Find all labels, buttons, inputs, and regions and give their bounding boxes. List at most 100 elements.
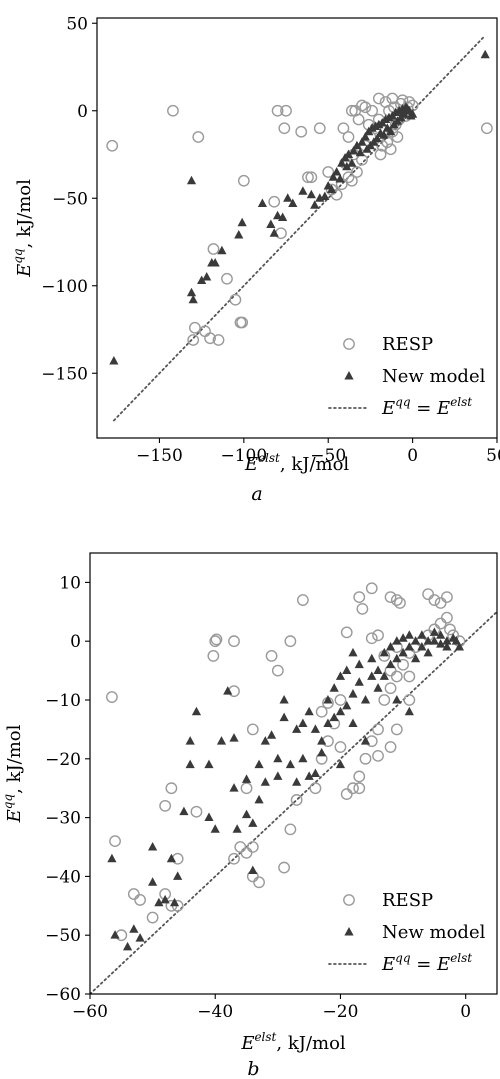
new-model-point [342, 161, 352, 171]
new-model-point [454, 642, 465, 651]
resp-point [330, 188, 343, 201]
new-model-point [310, 724, 321, 733]
resp-point [268, 195, 281, 208]
new-model-point [304, 706, 314, 716]
new-model-point [406, 110, 416, 120]
resp-point [444, 623, 456, 636]
resp-point [246, 723, 259, 736]
new-model-point [278, 212, 288, 221]
new-model-point [179, 806, 189, 816]
resp-point [106, 691, 118, 703]
resp-point [190, 805, 203, 818]
new-model-point [442, 642, 452, 651]
new-model-point [248, 818, 258, 827]
plot-frame [96, 17, 498, 439]
resp-point [302, 171, 314, 184]
new-model-point [328, 172, 338, 181]
new-model-point [254, 794, 264, 804]
new-model-point [360, 131, 370, 141]
resp-point [192, 131, 205, 143]
new-model-point [210, 824, 220, 833]
resp-point [356, 602, 369, 615]
new-model-point [241, 809, 252, 819]
new-model-point [451, 636, 461, 645]
resp-point [347, 782, 359, 795]
new-model-point [185, 759, 195, 769]
resp-point [384, 682, 397, 695]
new-model-point [310, 200, 320, 209]
new-model-point [335, 759, 346, 769]
new-model-point [429, 627, 439, 636]
new-model-point [306, 189, 316, 199]
new-model-point [260, 736, 270, 745]
new-model-point [154, 897, 164, 907]
new-model-point [347, 158, 357, 167]
new-model-point [216, 736, 227, 745]
new-model-point [279, 712, 289, 722]
new-model-point [342, 665, 352, 675]
y-tick-label: 10 [59, 573, 81, 593]
y-tick-label: 50 [66, 14, 88, 34]
panel-label: a [251, 483, 262, 505]
y-tick-label: −50 [45, 926, 81, 946]
new-model-point [398, 633, 408, 642]
new-model-point [404, 706, 414, 716]
new-model-point [122, 941, 133, 951]
x-axis-label: Eelst, kJ/mol [240, 1030, 346, 1054]
new-model-point [254, 759, 264, 769]
y-tick-label: −40 [45, 867, 81, 887]
new-model-point [342, 700, 352, 710]
new-model-point [360, 736, 371, 745]
panel-a: −150 −100 −50 0 50 50 0 −50 −100 −150 Eelst, kJ/mo… [11, 14, 500, 505]
resp-point [229, 293, 242, 306]
new-model-point [288, 198, 298, 207]
new-model-point [423, 636, 433, 645]
resp-point [384, 591, 397, 603]
new-model-point [109, 355, 119, 365]
resp-point [315, 705, 328, 718]
x-axis-label: Eelst, kJ/mol [244, 451, 350, 475]
resp-point [353, 591, 366, 603]
resp-point [353, 770, 366, 783]
new-model-point [369, 137, 379, 146]
resp-point [379, 96, 392, 108]
x-tick-label: −100 [220, 446, 267, 466]
resp-point [384, 741, 397, 753]
resp-point [372, 723, 384, 736]
resp-point [209, 635, 222, 648]
resp-point [365, 632, 378, 645]
x-tick-label: 50 [486, 446, 500, 466]
new-model-point [417, 642, 427, 651]
resp-point [280, 104, 292, 117]
legend-label-new-model: New model [382, 922, 486, 943]
identity-line [112, 34, 487, 422]
resp-point [342, 131, 355, 143]
new-model-point [385, 659, 396, 669]
new-model-point [292, 724, 302, 733]
new-model-point [285, 759, 295, 769]
new-model-point [217, 245, 227, 255]
new-model-point [223, 686, 233, 695]
resp-point [391, 131, 404, 143]
new-model-point [399, 109, 409, 118]
new-model-point [257, 198, 268, 207]
new-model-point [273, 771, 283, 780]
new-model-point [232, 824, 242, 833]
new-model-point [367, 653, 377, 663]
new-model-point [202, 271, 212, 281]
resp-point [207, 650, 220, 662]
resp-point [334, 741, 347, 753]
new-model-point [237, 217, 247, 227]
resp-point [309, 782, 322, 795]
new-model-point [129, 924, 139, 933]
new-model-point [354, 659, 364, 669]
new-model-point [234, 229, 244, 239]
resp-point [278, 122, 291, 135]
new-model-point [148, 841, 158, 851]
resp-point [372, 749, 384, 762]
new-model-point [442, 636, 452, 645]
resp-point [403, 694, 416, 706]
new-model-point [279, 694, 289, 704]
new-model-point [335, 706, 346, 716]
